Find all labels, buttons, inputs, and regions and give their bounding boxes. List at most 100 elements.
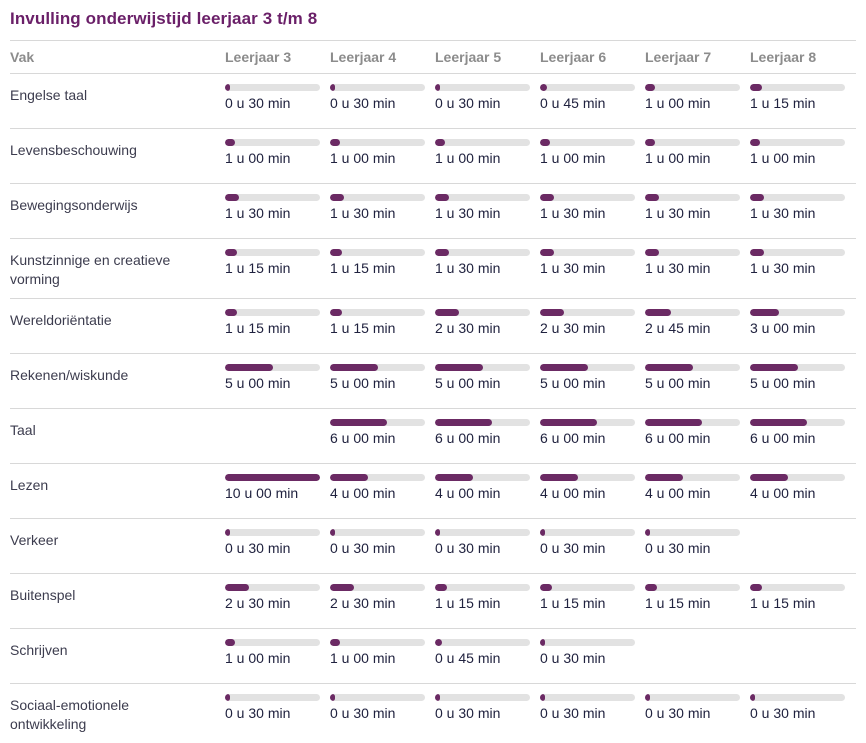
time-value: 0 u 45 min — [540, 95, 606, 111]
time-bar-fill — [750, 249, 765, 256]
time-cell: 1 u 00 min — [225, 136, 330, 174]
time-cell: 0 u 30 min — [750, 691, 855, 729]
time-bar-fill — [330, 194, 345, 201]
time-bar-fill — [330, 84, 335, 91]
time-value: 1 u 15 min — [750, 595, 816, 611]
time-value: 4 u 00 min — [750, 485, 816, 501]
time-bar-track — [330, 139, 425, 146]
time-cell — [225, 416, 330, 454]
time-bar-fill — [645, 84, 655, 91]
time-cell: 1 u 15 min — [225, 306, 330, 344]
time-cell: 1 u 15 min — [750, 81, 855, 119]
time-bar-track — [330, 474, 425, 481]
time-value: 4 u 00 min — [330, 485, 396, 501]
table-row: Schrijven 1 u 00 min 1 u 00 min 0 u 45 min 0… — [10, 628, 856, 683]
time-bar-fill — [645, 309, 672, 316]
time-value: 0 u 30 min — [645, 705, 711, 721]
time-bar-track — [540, 139, 635, 146]
vak-label: Levensbeschouwing — [10, 142, 137, 158]
time-value: 1 u 15 min — [750, 95, 816, 111]
time-value: 1 u 15 min — [225, 260, 291, 276]
time-bar-fill — [225, 139, 235, 146]
time-bar-fill — [540, 694, 545, 701]
time-bar-fill — [225, 529, 230, 536]
time-bar-track — [540, 364, 635, 371]
time-cell: 3 u 00 min — [750, 306, 855, 344]
time-bar-track — [225, 309, 320, 316]
time-bar-track — [750, 139, 845, 146]
vak-label: Sociaal-emotionele ontwikkeling — [10, 697, 130, 732]
column-header-leerjaar-4: Leerjaar 4 — [330, 49, 397, 65]
time-bar-fill — [540, 364, 588, 371]
time-value: 1 u 15 min — [435, 595, 501, 611]
time-cell: 2 u 45 min — [645, 306, 750, 344]
time-bar-fill — [645, 474, 683, 481]
time-cell: 0 u 30 min — [225, 691, 330, 729]
column-header-leerjaar-3: Leerjaar 3 — [225, 49, 292, 65]
time-bar-fill — [750, 139, 760, 146]
time-bar-track — [645, 529, 740, 536]
table-row: Levensbeschouwing 1 u 00 min 1 u 00 min 1 u… — [10, 128, 856, 183]
time-bar-fill — [330, 419, 387, 426]
time-cell: 2 u 30 min — [435, 306, 540, 344]
time-bar-fill — [435, 529, 440, 536]
time-bar-track — [435, 309, 530, 316]
time-value: 1 u 30 min — [750, 205, 816, 221]
time-cell: 4 u 00 min — [540, 471, 645, 509]
time-value: 3 u 00 min — [750, 320, 816, 336]
time-bar-track — [435, 249, 530, 256]
time-bar-fill — [750, 694, 755, 701]
time-cell: 1 u 00 min — [330, 136, 435, 174]
column-header-leerjaar-5: Leerjaar 5 — [435, 49, 502, 65]
time-cell: 6 u 00 min — [750, 416, 855, 454]
time-bar-track — [645, 584, 740, 591]
time-bar-fill — [750, 584, 762, 591]
time-cell: 1 u 15 min — [435, 581, 540, 619]
time-cell: 0 u 30 min — [645, 526, 750, 564]
time-value: 2 u 45 min — [645, 320, 711, 336]
column-header-leerjaar-7: Leerjaar 7 — [645, 49, 712, 65]
time-bar-fill — [225, 84, 230, 91]
time-bar-fill — [225, 694, 230, 701]
time-bar-track — [645, 249, 740, 256]
time-cell: 1 u 30 min — [330, 191, 435, 229]
time-bar-fill — [435, 139, 445, 146]
time-cell: 0 u 30 min — [330, 526, 435, 564]
time-value: 1 u 00 min — [330, 150, 396, 166]
time-cell: 6 u 00 min — [645, 416, 750, 454]
time-cell — [750, 636, 855, 674]
time-bar-fill — [435, 639, 443, 646]
table-row: Verkeer 0 u 30 min 0 u 30 min 0 u 30 min 0 u… — [10, 518, 856, 573]
table-row: Kunstzinnige en creatieve vorming 1 u 15 … — [10, 238, 856, 298]
time-bar-track — [330, 584, 425, 591]
time-bar-fill — [645, 249, 660, 256]
time-bar-track — [435, 364, 530, 371]
time-bar-track — [225, 84, 320, 91]
time-value: 1 u 15 min — [330, 260, 396, 276]
time-cell: 0 u 30 min — [540, 636, 645, 674]
time-cell: 6 u 00 min — [540, 416, 645, 454]
time-value: 1 u 15 min — [330, 320, 396, 336]
time-value: 1 u 30 min — [645, 260, 711, 276]
time-cell: 1 u 30 min — [540, 246, 645, 284]
time-bar-track — [540, 694, 635, 701]
time-bar-fill — [225, 584, 249, 591]
time-bar-track — [750, 694, 845, 701]
page-title: Invulling onderwijstijd leerjaar 3 t/m 8 — [10, 9, 318, 28]
time-bar-fill — [225, 474, 320, 481]
table-row: Rekenen/wiskunde 5 u 00 min 5 u 00 min 5 u … — [10, 353, 856, 408]
time-bar-track — [540, 639, 635, 646]
time-bar-fill — [330, 309, 342, 316]
time-bar-fill — [540, 309, 564, 316]
onderwijstijd-table: Vak Leerjaar 3 Leerjaar 4 Leerjaar 5 Leerjaa… — [10, 40, 856, 743]
vak-label: Kunstzinnige en creatieve vorming — [10, 252, 171, 287]
time-cell: 1 u 15 min — [645, 581, 750, 619]
time-bar-fill — [750, 364, 798, 371]
time-bar-track — [225, 139, 320, 146]
time-bar-track — [330, 364, 425, 371]
time-bar-track — [225, 364, 320, 371]
time-bar-fill — [540, 139, 550, 146]
time-bar-fill — [330, 249, 342, 256]
time-cell: 4 u 00 min — [435, 471, 540, 509]
time-cell: 5 u 00 min — [330, 361, 435, 399]
